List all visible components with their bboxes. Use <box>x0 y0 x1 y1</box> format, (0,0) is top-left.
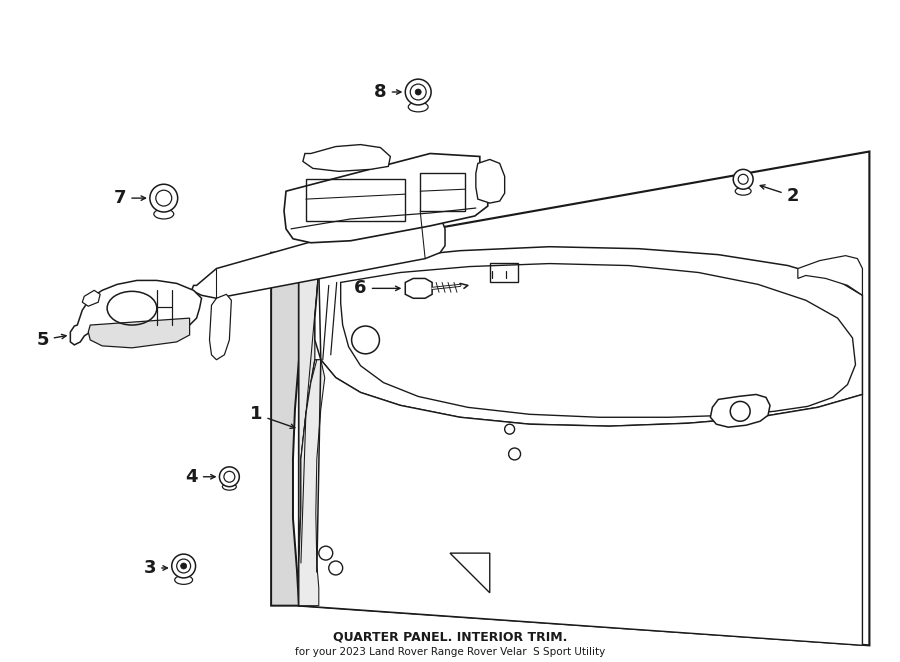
Polygon shape <box>405 279 432 299</box>
Polygon shape <box>299 359 325 606</box>
Text: 6: 6 <box>355 279 400 297</box>
Text: 2: 2 <box>760 185 799 205</box>
Circle shape <box>734 169 753 189</box>
Polygon shape <box>88 318 190 348</box>
Polygon shape <box>710 395 770 427</box>
Circle shape <box>172 554 195 578</box>
Ellipse shape <box>154 209 174 219</box>
Text: for your 2023 Land Rover Range Rover Velar  S Sport Utility: for your 2023 Land Rover Range Rover Vel… <box>295 647 605 657</box>
Bar <box>420 173 465 211</box>
Circle shape <box>181 563 186 569</box>
Polygon shape <box>82 291 100 307</box>
Polygon shape <box>210 295 231 359</box>
Ellipse shape <box>222 483 237 490</box>
Text: QUARTER PANEL. INTERIOR TRIM.: QUARTER PANEL. INTERIOR TRIM. <box>333 631 567 644</box>
Polygon shape <box>476 160 505 203</box>
Ellipse shape <box>735 187 752 195</box>
Polygon shape <box>303 144 391 171</box>
Text: 5: 5 <box>36 331 66 349</box>
Polygon shape <box>192 211 445 299</box>
Text: 4: 4 <box>185 468 215 486</box>
Polygon shape <box>381 239 440 259</box>
Text: 3: 3 <box>144 559 167 577</box>
Ellipse shape <box>175 575 193 585</box>
Bar <box>306 179 405 221</box>
Polygon shape <box>299 253 319 606</box>
Circle shape <box>415 89 421 95</box>
Ellipse shape <box>409 102 428 112</box>
Polygon shape <box>299 152 869 645</box>
Polygon shape <box>271 253 299 606</box>
Bar <box>490 263 518 283</box>
Text: 1: 1 <box>250 405 295 428</box>
Polygon shape <box>797 256 862 295</box>
Text: 8: 8 <box>374 83 400 101</box>
Polygon shape <box>315 247 862 426</box>
Circle shape <box>220 467 239 487</box>
Polygon shape <box>341 263 856 417</box>
Polygon shape <box>70 281 202 345</box>
Circle shape <box>405 79 431 105</box>
Polygon shape <box>299 359 862 645</box>
Text: 7: 7 <box>113 189 146 207</box>
Circle shape <box>150 184 177 212</box>
Polygon shape <box>284 154 488 243</box>
